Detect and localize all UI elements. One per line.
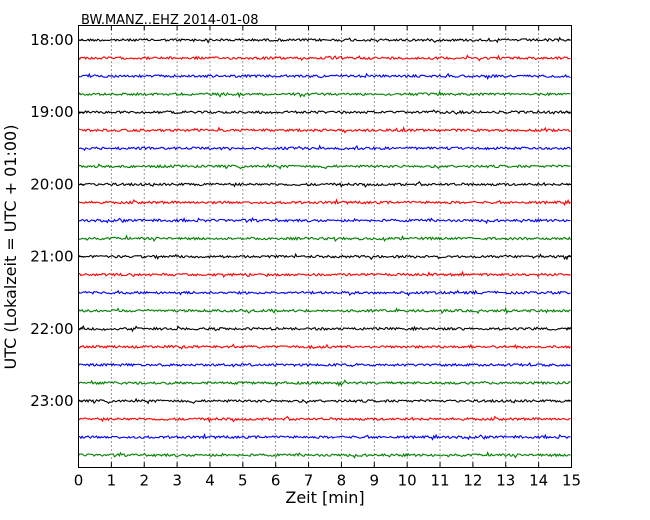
x-axis-label: Zeit [min]: [285, 488, 364, 507]
chart-title: BW.MANZ..EHZ 2014-01-08: [81, 13, 259, 28]
y-tick-label: 22:00: [30, 320, 73, 338]
trace-line: [78, 90, 571, 99]
x-tick-label: 5: [238, 472, 248, 490]
trace-line: [78, 144, 571, 152]
grid-lines: [110, 25, 540, 468]
x-tick-label: 0: [74, 472, 84, 490]
trace-line: [78, 343, 571, 350]
x-tick-label: 11: [430, 472, 449, 490]
y-tick-label: 20:00: [30, 175, 73, 193]
x-tick-label: 6: [271, 472, 281, 490]
x-tick-label: 10: [398, 472, 417, 490]
y-tick-label: 23:00: [30, 392, 73, 410]
trace-line: [78, 234, 571, 243]
trace-line: [78, 180, 571, 189]
x-tick-label: 9: [370, 472, 380, 490]
trace-line: [78, 198, 571, 207]
trace-line: [78, 397, 571, 405]
x-tick-label: 14: [529, 472, 548, 490]
x-axis-ticks: 0 1 2 3 4 5 6 7 8 9 10 11 12 13 14 15: [74, 25, 581, 490]
y-tick-label: 19:00: [30, 103, 73, 121]
trace-line: [78, 270, 571, 279]
y-axis-ticks: 18:00 19:00 20:00 21:00 22:00 23:00: [30, 31, 572, 410]
x-tick-label: 1: [107, 472, 117, 490]
trace-line: [78, 450, 571, 459]
trace-line: [78, 163, 571, 170]
y-tick-label: 21:00: [30, 248, 73, 266]
x-tick-label: 12: [463, 472, 482, 490]
x-tick-label: 7: [304, 472, 314, 490]
x-tick-label: 15: [562, 472, 581, 490]
x-tick-label: 13: [496, 472, 515, 490]
trace-line: [78, 54, 571, 62]
plot-frame: [78, 25, 572, 468]
trace-line: [78, 126, 571, 134]
trace-line: [78, 72, 571, 81]
trace-line: [78, 252, 571, 261]
trace-line: [78, 361, 571, 368]
x-tick-label: 2: [139, 472, 149, 490]
trace-line: [78, 216, 571, 225]
trace-line: [78, 379, 571, 387]
x-tick-label: 3: [172, 472, 182, 490]
x-tick-label: 8: [337, 472, 347, 490]
y-tick-label: 18:00: [30, 31, 73, 49]
trace-line: [78, 289, 571, 297]
trace-line: [78, 415, 571, 423]
seismic-traces: [78, 36, 571, 459]
trace-line: [78, 109, 571, 115]
trace-line: [78, 432, 571, 441]
trace-line: [78, 36, 571, 44]
y-axis-label: UTC (Lokalzeit = UTC + 01:00): [1, 125, 20, 370]
x-tick-label: 4: [205, 472, 215, 490]
trace-line: [78, 306, 571, 315]
trace-line: [78, 325, 571, 333]
